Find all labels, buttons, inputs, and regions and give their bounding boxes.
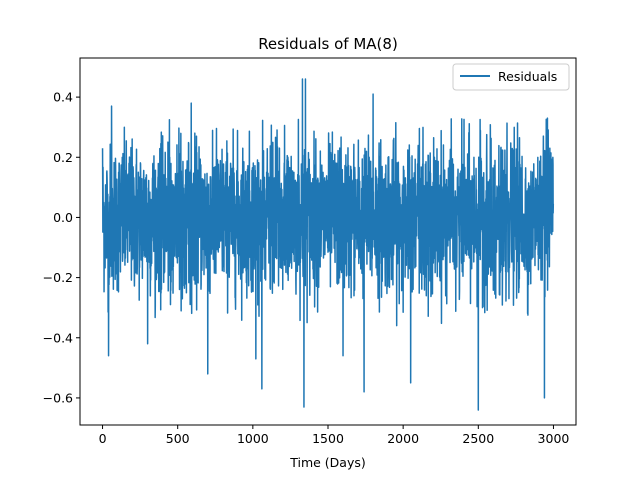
y-tick-label: 0.2 [53,150,73,165]
legend: Residuals [452,63,570,91]
x-tick-label: 500 [166,431,190,446]
y-axis: −0.6 −0.4 −0.2 0.0 0.2 0.4 [43,90,80,405]
x-tick-label: 1500 [312,431,344,446]
x-axis: 0 500 1000 1500 2000 2500 3000 [99,425,570,446]
legend-label-residuals: Residuals [498,69,557,84]
x-tick-label: 0 [99,431,107,446]
x-tick-label: 2500 [462,431,494,446]
x-tick-label: 3000 [538,431,570,446]
residuals-line [101,78,555,411]
x-tick-label: 2000 [387,431,419,446]
y-tick-label: 0.0 [53,210,73,225]
plot-area [101,78,555,411]
y-tick-label: −0.6 [43,390,73,405]
y-tick-label: 0.4 [53,90,73,105]
y-tick-label: −0.4 [43,330,73,345]
legend-box [452,63,570,91]
y-tick-label: −0.2 [43,270,73,285]
chart-title: Residuals of MA(8) [258,35,398,53]
x-axis-label: Time (Days) [289,455,366,470]
x-tick-label: 1000 [237,431,269,446]
